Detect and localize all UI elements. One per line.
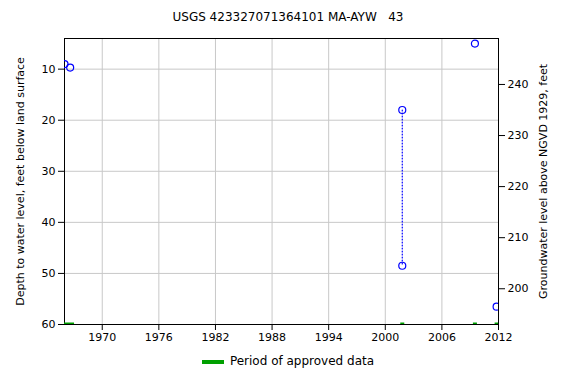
svg-text:40: 40: [42, 216, 56, 229]
svg-text:1976: 1976: [145, 331, 173, 344]
svg-text:2006: 2006: [428, 331, 456, 344]
html-text:Period of approved data: Period of approved data: [229, 354, 375, 368]
svg-text:2012: 2012: [485, 331, 513, 344]
svg-text:2000: 2000: [371, 331, 399, 344]
svg-text:30: 30: [42, 165, 56, 178]
svg-text:20: 20: [42, 114, 56, 127]
svg-text:60: 60: [42, 318, 56, 331]
svg-text:1988: 1988: [258, 331, 286, 344]
svg-text:10: 10: [42, 63, 56, 76]
svg-text:230: 230: [508, 129, 529, 142]
html-text:USGS 423327071364101 MA-AYW 43: USGS 423327071364101 MA-AYW 43: [172, 10, 404, 24]
svg-text:50: 50: [42, 267, 56, 280]
svg-text:1994: 1994: [315, 331, 343, 344]
svg-text:220: 220: [508, 180, 529, 193]
svg-text:210: 210: [508, 231, 529, 244]
svg-text:1982: 1982: [201, 331, 229, 344]
svg-text:Groundwater level above NGVD 1: Groundwater level above NGVD 1929, feet: [537, 63, 550, 299]
svg-text:200: 200: [508, 282, 529, 295]
svg-text:1970: 1970: [88, 331, 116, 344]
svg-text:Depth to water level, feet bel: Depth to water level, feet below land su…: [14, 57, 27, 306]
svg-text:240: 240: [508, 78, 529, 91]
